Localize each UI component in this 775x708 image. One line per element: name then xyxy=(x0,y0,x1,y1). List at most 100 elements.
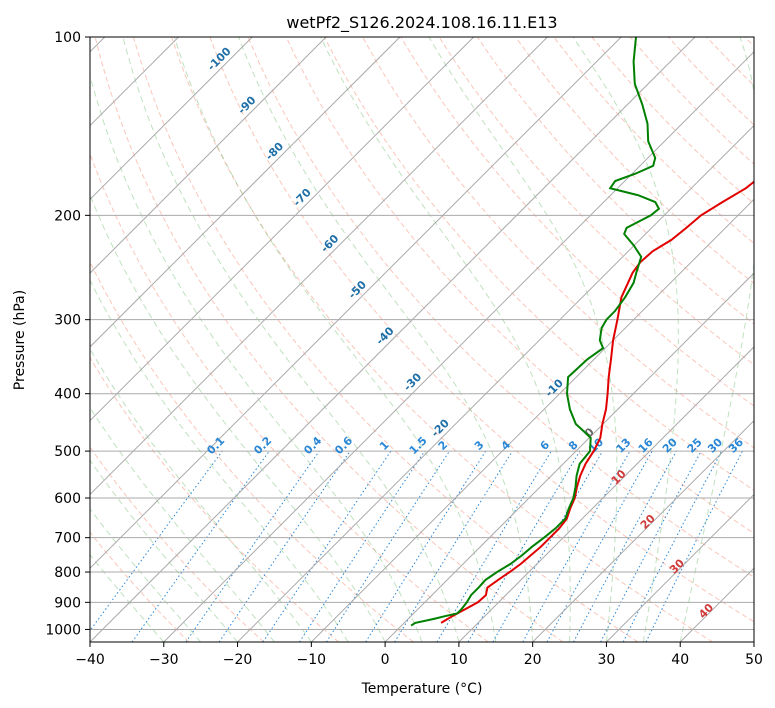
mixing-ratio-line xyxy=(546,450,653,642)
isotherm-gridline xyxy=(90,37,327,274)
isotherm-gridline xyxy=(384,272,754,642)
mixing-ratio-line xyxy=(131,450,270,642)
mixing-ratio-label: 25 xyxy=(685,436,705,456)
dry-adiabat xyxy=(94,37,564,642)
y-tick-label: 300 xyxy=(54,313,81,329)
isotherm-gridline xyxy=(753,641,754,642)
adiabat-label: -20 xyxy=(429,416,452,439)
y-axis-label: Pressure (hPa) xyxy=(12,290,28,390)
moist-adiabat xyxy=(90,508,202,642)
mixing-ratio-line xyxy=(262,450,392,642)
mixing-ratio-label: 0.1 xyxy=(204,434,227,457)
mixing-ratio-label: 36 xyxy=(726,435,746,455)
x-tick-label: 30 xyxy=(598,652,616,668)
moist-adiabat xyxy=(238,37,534,642)
y-tick-label: 900 xyxy=(54,595,81,611)
mixing-ratio-label: 16 xyxy=(636,435,656,455)
x-tick-label: 20 xyxy=(524,652,542,668)
dry-adiabat xyxy=(90,260,414,642)
moist-adiabat xyxy=(90,73,423,642)
isotherm-gridline xyxy=(90,37,475,422)
y-tick-label: 500 xyxy=(54,444,81,460)
isotherm-gridline xyxy=(458,346,754,642)
dry-adiabat xyxy=(209,37,754,623)
y-tick-label: 800 xyxy=(54,565,81,581)
mixing-ratio-line xyxy=(467,450,581,642)
adiabat-label: -90 xyxy=(235,93,258,116)
y-tick-label: 100 xyxy=(54,30,81,46)
dry-adiabat xyxy=(438,37,754,366)
mixing-ratio-line xyxy=(394,450,513,642)
isotherm-gridline xyxy=(606,493,754,642)
x-tick-label: −10 xyxy=(297,652,327,668)
dry-adiabat xyxy=(515,37,754,285)
x-tick-label: −30 xyxy=(149,652,179,668)
adiabat-label: -50 xyxy=(346,278,369,301)
isotherm-gridline xyxy=(90,37,622,569)
y-tick-label: 200 xyxy=(54,208,81,224)
adiabat-label: -80 xyxy=(263,139,286,162)
x-tick-label: 50 xyxy=(745,652,763,668)
y-tick-label: 400 xyxy=(54,387,81,403)
adiabat-label: 30 xyxy=(667,556,687,576)
adiabat-label: -10 xyxy=(543,376,566,399)
mixing-ratio-line xyxy=(573,450,677,642)
isotherm-gridline xyxy=(90,37,401,348)
mixing-ratio-line xyxy=(90,450,223,632)
mixing-ratio-line xyxy=(218,450,351,642)
line-annotations: 0.1 0.2 0.4 0.6 1 1.5 2 3 4 6 8 10 13 16 20 25 30 36-100-… xyxy=(204,44,746,621)
chart-title: wetPf2_S126.2024.108.16.11.E13 xyxy=(286,13,557,33)
moist-adiabat xyxy=(320,37,571,642)
isotherm-gridline xyxy=(163,51,754,642)
dry-adiabat xyxy=(90,531,190,642)
mixing-ratio-line xyxy=(185,450,320,642)
moist-adiabat xyxy=(173,37,497,642)
dry-adiabat xyxy=(629,37,754,165)
dewpoint-profile xyxy=(410,37,661,627)
adiabat-label: -70 xyxy=(291,186,314,209)
dry-adiabat xyxy=(362,37,754,449)
dry-adiabat xyxy=(323,37,754,491)
adiabat-label: 10 xyxy=(609,467,629,487)
y-tick-label: 1000 xyxy=(45,622,81,638)
dry-adiabat xyxy=(90,356,339,642)
x-tick-label: 10 xyxy=(450,652,468,668)
x-tick-label: −40 xyxy=(75,652,105,668)
x-tick-label: −20 xyxy=(223,652,253,668)
dry-adiabat xyxy=(706,37,754,87)
mixing-ratio-line xyxy=(645,450,743,642)
moist-adiabat xyxy=(90,554,165,642)
isotherm-gridline xyxy=(532,419,754,642)
x-axis-label: Temperature (°C) xyxy=(361,681,483,697)
mixing-ratio-label: 0.4 xyxy=(301,434,324,457)
dry-adiabat xyxy=(90,152,489,642)
isotherm-gridline xyxy=(90,37,696,642)
mixing-ratio-line xyxy=(522,450,631,642)
dry-adiabat xyxy=(744,37,754,47)
plot-frame xyxy=(89,36,755,643)
isotherm-gridline xyxy=(90,37,548,496)
mixing-ratio-label: 0.2 xyxy=(251,434,274,457)
dry-adiabat xyxy=(667,37,754,126)
axis-ticks: −40 −30 −20 −10 0 10 20 30 40 50 100 200 300 400 500 60… xyxy=(45,30,763,668)
isotherm-gridline xyxy=(679,567,754,642)
temperature-profile xyxy=(440,180,754,624)
x-tick-label: 0 xyxy=(381,652,390,668)
adiabat-label: -40 xyxy=(373,324,396,347)
dry-adiabat xyxy=(132,37,639,642)
moist-adiabat xyxy=(572,37,679,642)
adiabat-label: 40 xyxy=(696,601,716,621)
grid xyxy=(90,37,754,642)
mixing-ratio-line xyxy=(299,450,426,642)
dry-adiabat xyxy=(553,37,754,245)
moist-adiabat xyxy=(90,406,275,642)
moist-adiabat xyxy=(122,37,460,642)
moist-adiabat xyxy=(679,37,754,642)
adiabat-label: -60 xyxy=(318,232,341,255)
moist-adiabat xyxy=(90,279,349,642)
mixing-ratio-line xyxy=(325,450,450,642)
adiabat-label: -100 xyxy=(205,44,234,73)
y-tick-label: 700 xyxy=(54,531,81,547)
moist-adiabat xyxy=(90,347,312,642)
